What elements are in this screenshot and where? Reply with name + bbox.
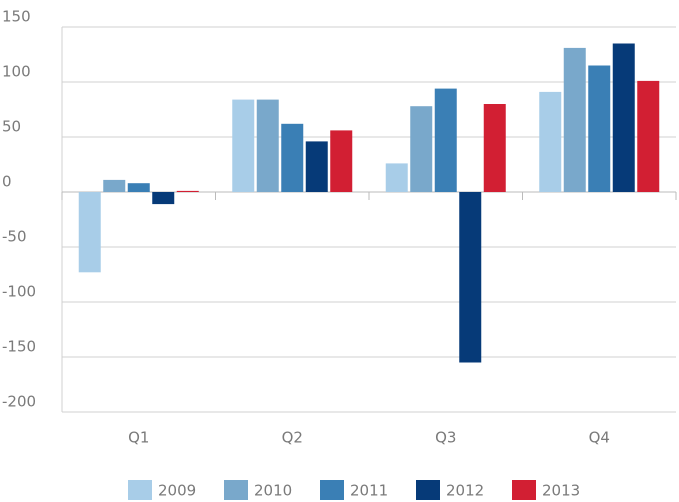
y-tick-label: 0 xyxy=(2,173,12,191)
bar xyxy=(256,99,279,192)
bar xyxy=(232,99,255,192)
bar xyxy=(176,190,199,192)
y-tick-label: 50 xyxy=(2,118,21,136)
legend-label: 2011 xyxy=(350,482,388,500)
bar xyxy=(330,130,353,192)
bar xyxy=(127,183,150,192)
bar xyxy=(103,179,126,192)
x-tick-label: Q2 xyxy=(282,429,303,447)
bar xyxy=(305,141,328,192)
y-tick-label: -150 xyxy=(2,338,36,356)
bar xyxy=(563,47,586,193)
legend-swatch xyxy=(224,480,248,500)
y-tick-label: 150 xyxy=(2,8,31,26)
legend-label: 2013 xyxy=(542,482,580,500)
bar xyxy=(410,106,433,192)
bar xyxy=(612,43,635,192)
bar xyxy=(483,104,506,192)
legend-label: 2010 xyxy=(254,482,292,500)
bar xyxy=(459,192,482,363)
bar xyxy=(78,192,101,273)
legend-swatch xyxy=(320,480,344,500)
y-tick-label: -50 xyxy=(2,228,27,246)
y-tick-label: -100 xyxy=(2,283,36,301)
bar xyxy=(152,192,175,205)
bar xyxy=(539,91,562,192)
legend-label: 2009 xyxy=(158,482,196,500)
legend-label: 2012 xyxy=(446,482,484,500)
y-tick-label: -200 xyxy=(2,393,36,411)
legend-swatch xyxy=(416,480,440,500)
legend-swatch xyxy=(512,480,536,500)
bar xyxy=(588,65,611,192)
x-tick-label: Q3 xyxy=(435,429,456,447)
bar xyxy=(281,123,304,192)
bar xyxy=(385,163,408,192)
legend-swatch xyxy=(128,480,152,500)
bar xyxy=(434,88,457,192)
x-tick-label: Q1 xyxy=(128,429,149,447)
bar xyxy=(637,80,660,192)
y-tick-label: 100 xyxy=(2,63,31,81)
x-tick-label: Q4 xyxy=(589,429,610,447)
